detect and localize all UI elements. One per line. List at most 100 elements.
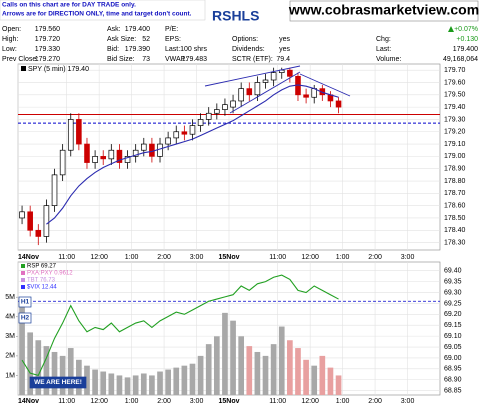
candle-body: [124, 156, 131, 163]
candle-body: [287, 69, 293, 77]
candle-body: [100, 156, 106, 160]
volume-bar: [149, 375, 155, 395]
volume-bar: [124, 377, 131, 395]
y2-tick-label: 69.25: [444, 300, 462, 307]
y2-tick-label: 69.35: [444, 278, 462, 285]
y-tick-label: 179.00: [444, 153, 466, 160]
quote-label: Last:: [376, 46, 391, 53]
website-box: [289, 0, 479, 22]
quote-value: +0.130: [456, 36, 478, 43]
quote-label: Options:: [232, 36, 258, 43]
y-tick-label: 178.70: [444, 190, 466, 197]
volume-bar: [43, 346, 50, 395]
candle-body: [67, 119, 74, 151]
quote-label: Chg:: [376, 36, 391, 43]
legend-swatch: [21, 66, 26, 71]
quote-value: 179.720: [35, 36, 60, 43]
quote-label: Dividends:: [232, 46, 265, 53]
candle-body: [132, 149, 139, 157]
quote-value: 179.400: [125, 26, 150, 33]
candle-body: [27, 211, 33, 231]
volume-bar: [213, 336, 220, 395]
y-tick-label: 4M: [5, 314, 15, 321]
candle-body: [181, 131, 188, 135]
candle-body: [92, 156, 98, 163]
annotation-box: [18, 296, 32, 308]
volume-bar: [116, 375, 123, 395]
y-tick-label: 179.20: [444, 129, 466, 136]
up-arrow: [448, 26, 454, 32]
y-tick-label: 1M: [5, 372, 15, 379]
candle-body: [335, 100, 342, 108]
notice-line: Arrows are for DIRECTION ONLY, time and …: [2, 11, 192, 18]
volume-bar: [222, 312, 228, 395]
y-tick-label: 178.80: [444, 178, 466, 185]
candle-body: [116, 149, 123, 163]
candle-body: [270, 72, 277, 81]
y2-tick-label: 69.40: [444, 268, 462, 275]
candle-body: [173, 131, 180, 139]
x-tick-label: 2:00: [157, 398, 171, 405]
quote-label: Open:: [2, 26, 21, 33]
candle-body: [84, 143, 90, 163]
quote-value: yes: [279, 46, 290, 53]
y2-tick-label: 69.10: [444, 333, 462, 340]
candle-body: [108, 149, 115, 160]
volume-bar: [278, 326, 285, 395]
x-tick-label: 11:00: [269, 398, 286, 405]
volume-bar: [254, 351, 261, 395]
legend-label: $VIX 12.44: [27, 285, 57, 291]
volume-bar: [230, 320, 236, 395]
x-tick-label: 15Nov: [218, 254, 239, 261]
y-tick-label: 178.40: [444, 227, 466, 234]
candle-body: [262, 79, 269, 83]
volume-bar: [327, 367, 334, 395]
legend-label: PXA:PXY 0.9612: [27, 271, 73, 277]
volume-bar: [140, 373, 147, 395]
volume-bar: [157, 371, 163, 395]
annotation: H2: [21, 315, 30, 322]
legend-label: TBT 76.73: [27, 278, 56, 284]
volume-bar: [165, 369, 171, 395]
volume-bar: [132, 375, 139, 395]
y-tick-label: 178.90: [444, 166, 466, 173]
candle-body: [59, 149, 66, 176]
candle-body: [254, 82, 261, 96]
legend-swatch: [21, 271, 25, 275]
quote-table: Open: 179.560 Ask: 179.400 P/E: +0.07% High: 17…: [2, 26, 478, 63]
legend-label: SPY (5 min) 179.40: [28, 66, 89, 73]
quote-value: 79.4: [276, 56, 290, 63]
y-tick-label: 179.70: [444, 67, 466, 74]
x-tick-label: 3:00: [190, 398, 204, 405]
x-tick-label: 12:00: [90, 254, 108, 261]
volume-bar: [67, 348, 74, 395]
x-tick-label: 1:00: [336, 254, 350, 261]
candle-body: [197, 119, 204, 126]
moving-average: [46, 84, 339, 225]
title: RSHLS: [212, 8, 259, 24]
quote-label: Volume:: [376, 56, 401, 63]
y-tick-label: 178.50: [444, 215, 466, 222]
candle-body: [246, 88, 253, 96]
volume-bar: [262, 355, 269, 395]
quote-value: 179.560: [35, 26, 60, 33]
x-tick-label: 11:00: [58, 398, 75, 405]
y-tick-label: 178.30: [444, 239, 466, 246]
website: www.cobrasmarketview.com: [288, 2, 479, 18]
volume-bar: [287, 340, 293, 395]
annotation: WE ARE HERE!: [34, 379, 82, 386]
y-tick-label: 178.60: [444, 202, 466, 209]
volume-bar: [335, 375, 342, 395]
volume-bar: [92, 369, 98, 395]
plot: 179.70 179.60 179.50 179.40 179.30 179.20 179.…: [5, 64, 466, 405]
quote-value: 52: [142, 36, 150, 43]
volume-bar: [311, 365, 318, 395]
volume-bar: [100, 371, 107, 395]
x-tick-label: 12:00: [301, 254, 319, 261]
quote-label: P/E:: [165, 26, 178, 33]
candle-body: [19, 211, 25, 219]
y2-tick-label: 69.20: [444, 311, 462, 318]
price-line: [21, 274, 339, 377]
volume-bar: [319, 355, 326, 395]
legend-swatch: [21, 278, 25, 282]
